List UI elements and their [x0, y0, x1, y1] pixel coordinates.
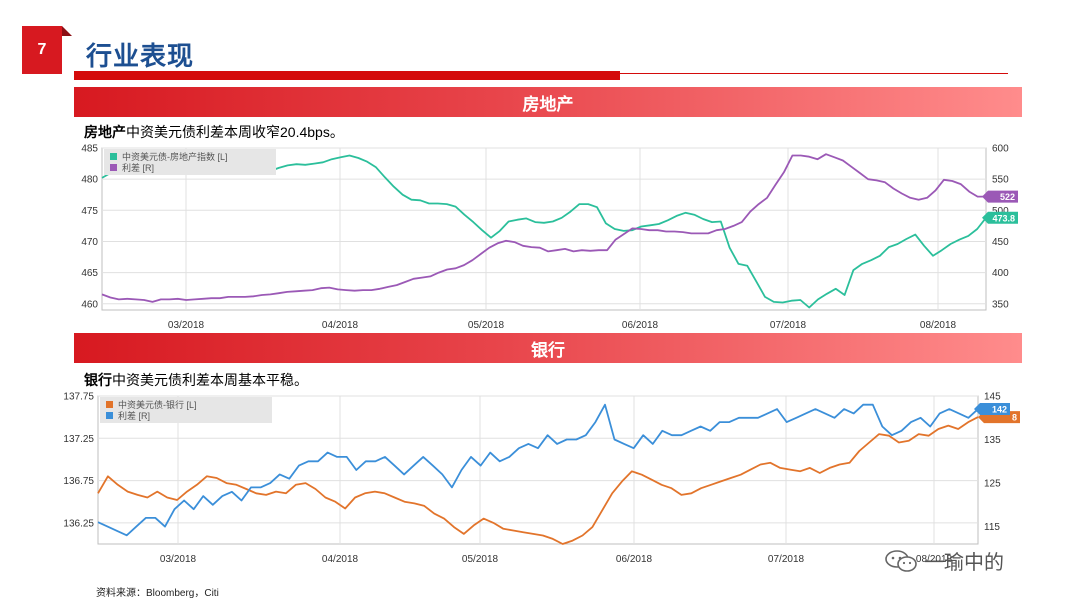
subtitle-text: 中资美元债利差本周基本平稳。	[112, 372, 308, 388]
legend-box	[100, 397, 272, 423]
x-tick-label: 05/2018	[468, 320, 505, 331]
y-right-tick-label: 135	[984, 435, 1001, 446]
title-rule-thin	[620, 73, 1008, 74]
real-estate-chart: 03/2018 04/2018 05/2018 06/2018 07/2018 08/20…	[81, 144, 1018, 331]
legend-swatch	[110, 164, 117, 171]
subtitle-text: 中资美元债利差本周收窄20.4bps。	[126, 124, 344, 140]
section-subtitle-real-estate: 房地产中资美元债利差本周收窄20.4bps。	[84, 122, 344, 142]
y-left-tick-label: 465	[81, 268, 98, 279]
y-right-tick-label: 450	[992, 237, 1009, 248]
x-tick-label: 04/2018	[322, 554, 359, 565]
x-tick-label: 07/2018	[770, 320, 807, 331]
y-left-tick-label: 136.25	[63, 518, 94, 529]
page-title: 行业表现	[86, 41, 195, 71]
title-rule-thick	[74, 71, 620, 80]
legend-label: 利差 [R]	[122, 162, 154, 173]
legend-swatch	[110, 153, 117, 160]
y-right-tick-label: 500	[992, 206, 1009, 217]
y-left-tick-label: 460	[81, 299, 98, 310]
wechat-icon	[885, 549, 917, 572]
bank-chart: 03/2018 04/2018 05/2018 06/2018 07/2018 08/20…	[63, 392, 1020, 565]
legend-label: 利差 [R]	[118, 410, 150, 421]
legend-swatch	[106, 412, 113, 419]
end-value-tag	[982, 190, 1018, 203]
legend-swatch	[106, 401, 113, 408]
y-left-tick-label: 137.25	[63, 434, 94, 445]
page-number: 7	[37, 41, 47, 58]
series-line-2	[101, 153, 986, 303]
section-header-bank: 银行	[74, 333, 1022, 363]
series-line-2	[97, 403, 979, 537]
x-tick-label: 08/2018	[916, 554, 953, 565]
end-value-tag	[974, 403, 1010, 416]
y-left-tick-label: 475	[81, 206, 98, 217]
x-tick-label: 06/2018	[616, 554, 653, 565]
x-tick-label: 07/2018	[768, 554, 805, 565]
legend-label: 中资美元债-房地产指数 [L]	[122, 151, 228, 162]
end-value-label: 522	[1000, 192, 1015, 202]
page-number-badge: 7	[22, 26, 72, 74]
legend-box	[104, 149, 276, 175]
y-right-tick-label: 145	[984, 392, 1001, 403]
end-value-tag	[982, 211, 1018, 224]
x-tick-label: 08/2018	[920, 320, 957, 331]
subtitle-bold: 房地产	[84, 124, 126, 140]
y-right-tick-label: 600	[992, 144, 1009, 155]
y-left-tick-label: 485	[81, 144, 98, 155]
y-right-tick-label: 125	[984, 479, 1001, 490]
series-line-1	[97, 416, 979, 545]
x-tick-label: 03/2018	[168, 320, 205, 331]
y-right-tick-label: 550	[992, 175, 1009, 186]
x-tick-label: 04/2018	[322, 320, 359, 331]
y-left-tick-label: 137.75	[63, 392, 94, 403]
end-value-label: 8	[1012, 413, 1017, 423]
source-note: 资料来源：Bloomberg，Citi	[96, 588, 219, 599]
y-right-tick-label: 115	[984, 522, 1000, 533]
x-tick-label: 03/2018	[160, 554, 197, 565]
watermark: 一瑜中的	[884, 546, 1004, 575]
section-header-real-estate: 房地产	[74, 87, 1022, 117]
end-value-label: 142	[992, 405, 1007, 415]
y-left-tick-label: 136.75	[63, 476, 94, 487]
section-subtitle-bank: 银行中资美元债利差本周基本平稳。	[84, 370, 308, 390]
y-right-tick-label: 400	[992, 268, 1009, 279]
y-left-tick-label: 470	[81, 237, 98, 248]
subtitle-bold: 银行	[84, 372, 112, 388]
legend-label: 中资美元债-银行 [L]	[118, 399, 197, 410]
watermark-text: 一瑜中的	[924, 552, 1004, 574]
end-value-label: 473.8	[992, 213, 1015, 223]
y-right-tick-label: 350	[992, 299, 1009, 310]
x-tick-label: 06/2018	[622, 320, 659, 331]
x-tick-label: 05/2018	[462, 554, 499, 565]
y-left-tick-label: 480	[81, 175, 98, 186]
badge-fold-decoration	[62, 26, 72, 36]
